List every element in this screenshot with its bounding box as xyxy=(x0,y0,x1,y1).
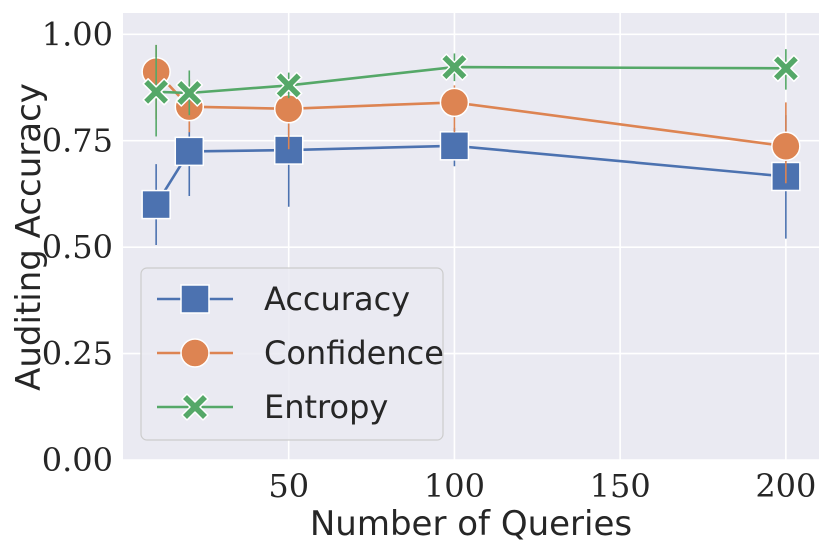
x-tick-labels: 50 100 150 200 xyxy=(268,467,816,505)
data-point xyxy=(181,393,209,421)
legend-label: Accuracy xyxy=(264,280,410,318)
data-point xyxy=(439,131,470,161)
data-point xyxy=(180,284,210,314)
data-point xyxy=(174,136,205,167)
series-entropy xyxy=(142,44,800,137)
y-tick-labels: 0.00 0.25 0.50 0.75 1.00 xyxy=(42,15,113,479)
legend-entry-confidence: Confidence xyxy=(157,334,444,372)
legend: Accuracy Confidence Entropy xyxy=(140,267,444,441)
x-tick-label: 100 xyxy=(424,467,485,505)
x-tick-label: 50 xyxy=(268,467,309,505)
y-tick-label: 0.50 xyxy=(42,228,113,266)
legend-entry-accuracy: Accuracy xyxy=(157,280,410,318)
data-point xyxy=(180,338,210,368)
data-point xyxy=(141,189,171,220)
legend-label: Confidence xyxy=(264,334,444,372)
data-point xyxy=(274,71,303,100)
x-tick-label: 200 xyxy=(755,467,816,505)
y-tick-label: 1.00 xyxy=(42,15,113,53)
data-point xyxy=(175,79,204,107)
legend-entry-entropy: Entropy xyxy=(157,388,388,426)
data-point xyxy=(771,131,801,161)
y-tick-label: 0.00 xyxy=(42,441,113,479)
data-point xyxy=(772,54,800,83)
data-point xyxy=(273,94,304,124)
legend-label: Entropy xyxy=(264,388,388,426)
y-tick-label: 0.25 xyxy=(42,335,113,373)
data-point xyxy=(440,53,469,81)
data-point xyxy=(439,87,470,118)
legend-box xyxy=(140,267,444,441)
x-axis-label: Number of Queries xyxy=(310,504,632,544)
series-layer xyxy=(141,44,801,246)
y-tick-label: 0.75 xyxy=(42,122,113,160)
y-axis-label: Auditing Accuracy xyxy=(9,83,49,391)
data-point xyxy=(142,78,170,106)
x-tick-label: 150 xyxy=(590,467,651,505)
